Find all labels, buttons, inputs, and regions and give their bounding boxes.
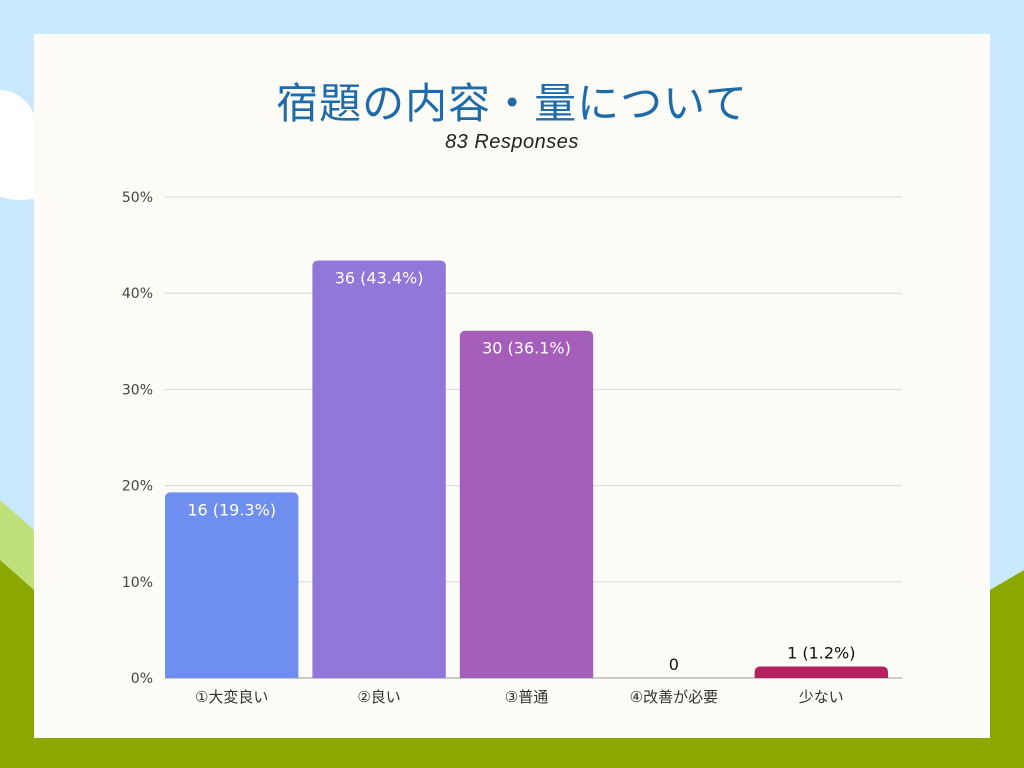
y-tick-label: 50% bbox=[122, 190, 153, 206]
x-tick-label: ②良い bbox=[357, 688, 400, 706]
y-tick-label: 30% bbox=[122, 382, 153, 398]
chart-subtitle: 83 Responses bbox=[445, 131, 579, 153]
ground-strip bbox=[0, 738, 1024, 768]
bar bbox=[754, 666, 888, 678]
x-tick-label: ③普通 bbox=[505, 688, 548, 706]
x-tick-label: ④改善が必要 bbox=[630, 688, 718, 706]
x-tick-label: ①大変良い bbox=[195, 688, 268, 706]
data-label: 0 bbox=[669, 655, 679, 674]
bar bbox=[459, 330, 594, 678]
data-label: 30 (36.1%) bbox=[482, 339, 571, 358]
y-tick-label: 0% bbox=[131, 671, 153, 687]
y-tick-label: 10% bbox=[122, 575, 153, 591]
bar bbox=[165, 492, 299, 678]
chart-title: 宿題の内容・量について bbox=[276, 79, 748, 128]
data-label: 1 (1.2%) bbox=[787, 643, 855, 662]
x-tick-label: 少ない bbox=[799, 688, 844, 706]
y-tick-label: 20% bbox=[122, 479, 153, 495]
data-label: 16 (19.3%) bbox=[187, 500, 276, 519]
data-label: 36 (43.4%) bbox=[335, 268, 424, 287]
y-tick-label: 40% bbox=[122, 286, 153, 302]
bar bbox=[312, 260, 446, 678]
hill-shape-right bbox=[990, 570, 1024, 768]
